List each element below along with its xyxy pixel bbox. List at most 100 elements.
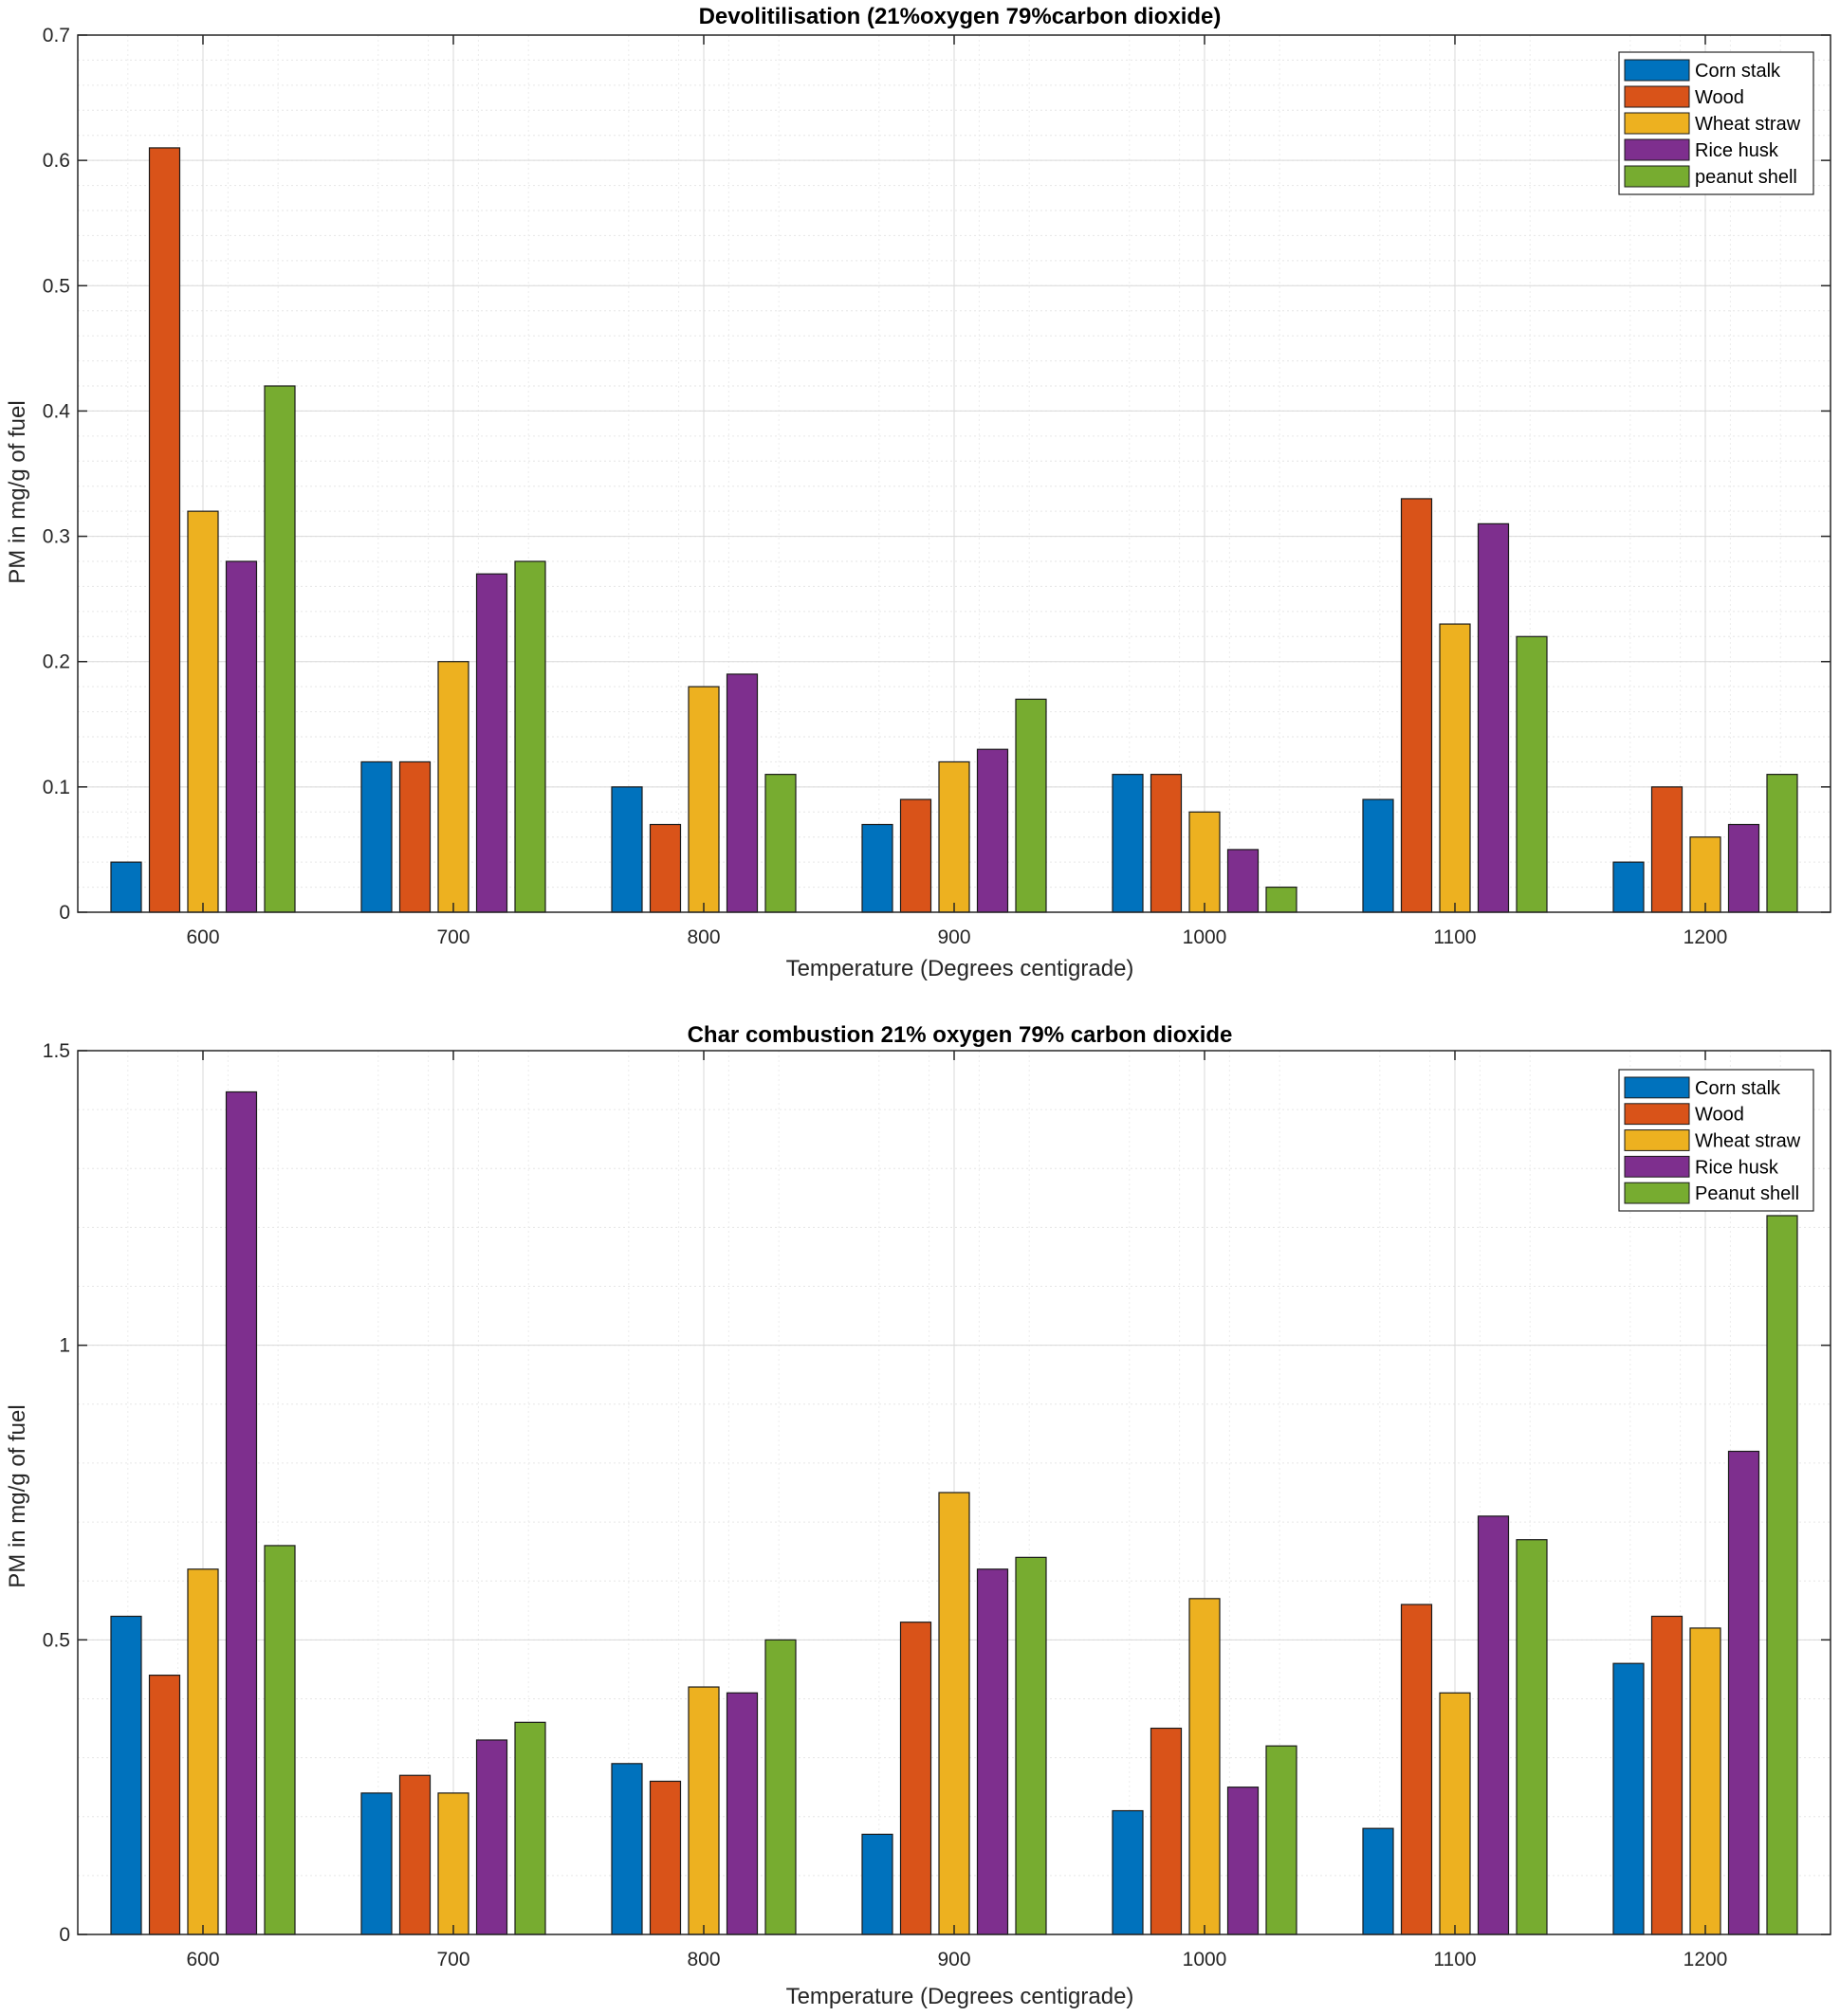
x-tick-label: 700 (436, 926, 469, 948)
x-tick-label: 1000 (1183, 926, 1227, 948)
legend-swatch (1624, 165, 1690, 188)
legend-entry: Wood (1695, 1105, 1744, 1126)
bar (938, 1492, 970, 1935)
bar (861, 1833, 893, 1935)
bar (1516, 635, 1548, 913)
bar (398, 761, 432, 913)
bar (360, 1792, 393, 1935)
bar (688, 1686, 720, 1935)
y-tick-label: 0.5 (43, 275, 70, 297)
legend-entry: Corn stalk (1695, 1078, 1781, 1099)
bar (764, 774, 797, 913)
bar (437, 661, 469, 913)
bar (1015, 698, 1047, 913)
legend-swatch (1624, 85, 1690, 108)
y-axis-ticks: 0 0.1 0.2 0.3 0.4 0.5 0.6 0.7 (43, 25, 1831, 924)
devolitilisation-chart: Devolitilisation (21%oxygen 79%carbon di… (5, 4, 1831, 981)
bar (1477, 522, 1510, 913)
bar (1188, 1598, 1221, 1935)
legend-entry: Corn stalk (1695, 61, 1781, 82)
bar (726, 673, 759, 913)
bar (1362, 798, 1394, 913)
bar (1226, 1787, 1260, 1935)
x-tick-label: 800 (687, 1949, 720, 1970)
bar (1516, 1539, 1548, 1935)
bar (764, 1639, 797, 1935)
bar (1150, 1727, 1183, 1935)
bar (1727, 823, 1760, 913)
bar (187, 1568, 219, 1935)
x-axis-label: Temperature (Degrees centigrade) (786, 956, 1134, 981)
bar (1439, 1692, 1471, 1935)
bars (110, 1090, 1798, 1935)
bar (1400, 1604, 1433, 1935)
y-tick-label: 0.3 (43, 526, 70, 548)
legend-swatch (1624, 112, 1690, 135)
bar (1612, 1662, 1645, 1935)
y-tick-label: 0.4 (43, 400, 71, 422)
plot-area (77, 34, 1831, 913)
x-tick-label: 1200 (1684, 1949, 1728, 1970)
y-axis-label: PM in mg/g of fuel (5, 400, 30, 583)
bar (225, 1090, 258, 1935)
bar (1689, 1627, 1721, 1935)
bar (1400, 498, 1433, 913)
x-tick-label: 700 (436, 1949, 469, 1970)
x-tick-label: 800 (687, 926, 720, 948)
bar (475, 1739, 508, 1935)
y-tick-label: 0.2 (43, 651, 70, 673)
bar (1477, 1515, 1510, 1935)
y-tick-label: 0.6 (43, 150, 70, 172)
legend-swatch (1624, 1129, 1690, 1151)
chart-title: Char combustion 21% oxygen 79% carbon di… (688, 1022, 1233, 1048)
x-tick-label: 1100 (1433, 926, 1476, 948)
x-tick-label: 1000 (1183, 1949, 1227, 1970)
legend-swatch (1624, 138, 1690, 161)
bar (1150, 774, 1183, 913)
bar (110, 1615, 142, 1935)
y-tick-label: 0.5 (43, 1629, 70, 1651)
bar (187, 510, 219, 913)
bar (110, 861, 142, 913)
bar (360, 761, 393, 913)
bar (225, 560, 258, 913)
plot-area (77, 1050, 1831, 1935)
bar (611, 1763, 643, 1935)
bar (475, 573, 508, 913)
bar (726, 1692, 759, 1935)
x-tick-label: 600 (186, 1949, 219, 1970)
x-tick-label: 1100 (1433, 1949, 1476, 1970)
chart-title: Devolitilisation (21%oxygen 79%carbon di… (699, 4, 1222, 29)
y-tick-label: 0.7 (43, 25, 70, 46)
legend-entry: Wood (1695, 87, 1744, 108)
legend-entry: peanut shell (1695, 167, 1797, 188)
y-tick-label: 0 (59, 1924, 70, 1946)
bar (1689, 836, 1721, 913)
legend-entry: Rice husk (1695, 1157, 1779, 1178)
bars (110, 147, 1798, 913)
legend-entry: Wheat straw (1695, 114, 1801, 135)
bar (1226, 849, 1260, 913)
bar (899, 798, 932, 913)
legend-entry: Rice husk (1695, 140, 1779, 161)
legend-swatch (1624, 1155, 1690, 1178)
bar (976, 748, 1009, 913)
y-tick-label: 0.1 (43, 777, 70, 798)
bar (938, 761, 970, 913)
x-axis-ticks: 600 700 800 900 1000 1100 1200 (186, 1051, 1727, 1970)
bar (899, 1622, 932, 1935)
bar (1112, 774, 1144, 913)
bar (1188, 811, 1221, 913)
bar (611, 786, 643, 913)
bar (976, 1568, 1009, 1935)
char-combustion-chart: Char combustion 21% oxygen 79% carbon di… (5, 1022, 1831, 2009)
y-axis-ticks: 0 0.5 1 1.5 (43, 1040, 1831, 1946)
bar (649, 823, 682, 913)
bar (1612, 861, 1645, 913)
bar (1265, 1745, 1297, 1935)
bar (514, 1721, 546, 1935)
x-axis-label: Temperature (Degrees centigrade) (786, 1984, 1134, 2009)
bar (688, 686, 720, 913)
bar (437, 1792, 469, 1935)
legend-swatch (1624, 1103, 1690, 1126)
